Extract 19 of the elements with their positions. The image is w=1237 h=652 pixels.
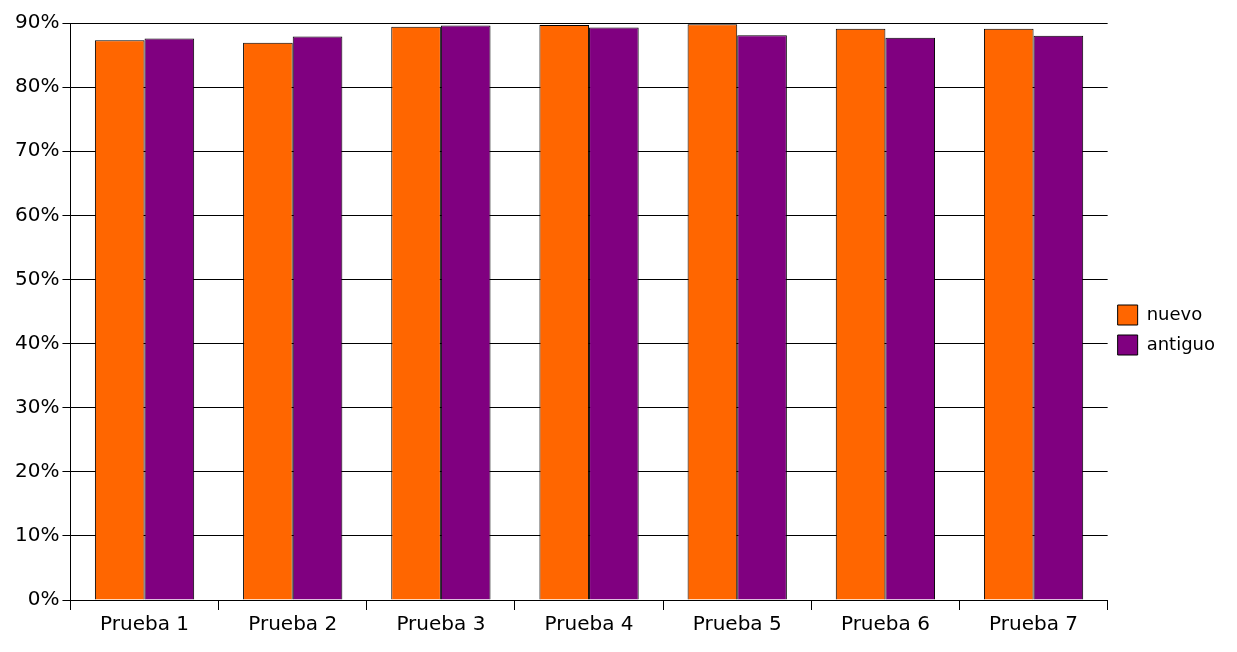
legend-label: nuevo xyxy=(1146,302,1203,324)
y-tick-label: 10% xyxy=(15,522,60,547)
x-tick-label: Prueba 5 xyxy=(692,611,782,636)
y-tick-label: 50% xyxy=(15,265,60,290)
y-tick-label: 0% xyxy=(27,586,60,611)
x-tick-label: Prueba 6 xyxy=(840,611,930,636)
x-tick-label: Prueba 2 xyxy=(248,611,338,636)
y-tick-label: 60% xyxy=(15,201,60,226)
x-tick-label: Prueba 1 xyxy=(100,611,190,636)
y-tick-label: 80% xyxy=(15,73,60,98)
y-tick-label: 70% xyxy=(15,137,60,162)
y-tick-label: 20% xyxy=(15,457,60,482)
legend-label: antiguo xyxy=(1146,332,1215,354)
x-tick-label: Prueba 3 xyxy=(396,611,486,636)
y-tick-label: 90% xyxy=(15,9,60,34)
y-tick-label: 40% xyxy=(15,329,60,354)
x-tick-label: Prueba 7 xyxy=(989,611,1079,636)
x-tick-label: Prueba 4 xyxy=(544,611,634,636)
y-tick-label: 30% xyxy=(15,393,60,418)
